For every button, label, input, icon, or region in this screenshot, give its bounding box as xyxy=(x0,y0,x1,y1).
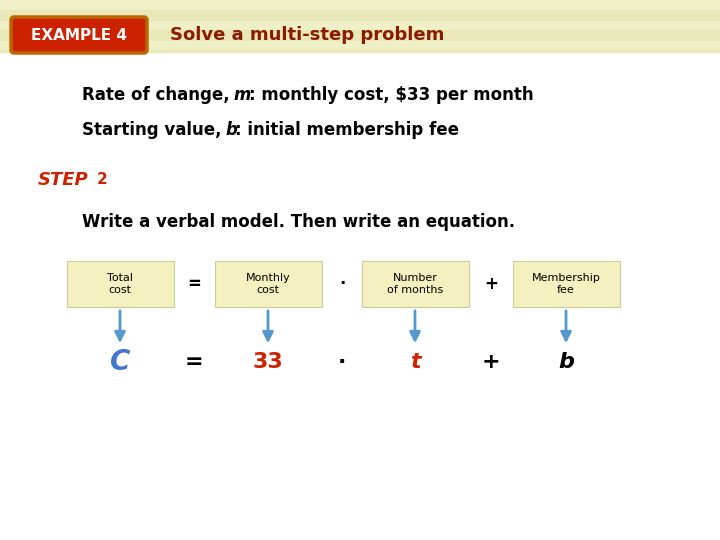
Bar xyxy=(0,410,720,420)
Text: ·: · xyxy=(339,275,345,293)
Text: Write a verbal model. Then write an equation.: Write a verbal model. Then write an equa… xyxy=(82,213,515,231)
Text: t: t xyxy=(410,352,420,372)
Bar xyxy=(0,390,720,400)
Bar xyxy=(0,10,720,20)
Bar xyxy=(0,490,720,500)
Bar xyxy=(0,270,720,280)
Bar xyxy=(0,50,720,60)
Bar xyxy=(0,150,720,160)
Bar xyxy=(0,230,720,240)
Text: 33: 33 xyxy=(253,352,284,372)
Text: : monthly cost, $33 per month: : monthly cost, $33 per month xyxy=(248,86,534,104)
Bar xyxy=(0,250,720,260)
Text: Total
cost: Total cost xyxy=(107,273,133,295)
Text: =: = xyxy=(185,352,203,372)
Text: EXAMPLE 4: EXAMPLE 4 xyxy=(31,28,127,43)
Text: STEP: STEP xyxy=(38,171,89,189)
Text: Rate of change,: Rate of change, xyxy=(82,86,235,104)
Text: Solve a multi-step problem: Solve a multi-step problem xyxy=(170,26,444,44)
Text: ·: · xyxy=(338,352,346,372)
Text: m: m xyxy=(233,86,251,104)
FancyBboxPatch shape xyxy=(513,261,619,307)
Bar xyxy=(0,30,720,40)
FancyBboxPatch shape xyxy=(66,261,174,307)
Bar xyxy=(0,430,720,440)
Text: b: b xyxy=(558,352,574,372)
Text: +: + xyxy=(484,275,498,293)
Bar xyxy=(0,130,720,140)
Bar xyxy=(0,450,720,460)
Bar xyxy=(0,290,720,300)
Bar xyxy=(0,310,720,320)
Text: +: + xyxy=(482,352,500,372)
Bar xyxy=(0,510,720,520)
Bar xyxy=(0,330,720,340)
Bar xyxy=(0,210,720,220)
Bar xyxy=(0,190,720,200)
Bar xyxy=(0,530,720,540)
FancyBboxPatch shape xyxy=(11,17,147,53)
Bar xyxy=(0,370,720,380)
Bar xyxy=(0,170,720,180)
FancyBboxPatch shape xyxy=(215,261,322,307)
Text: C: C xyxy=(110,348,130,376)
Bar xyxy=(0,70,720,80)
Bar xyxy=(0,470,720,480)
Text: 2: 2 xyxy=(97,172,108,187)
Text: : initial membership fee: : initial membership fee xyxy=(235,121,459,139)
Bar xyxy=(0,110,720,120)
Text: Number
of months: Number of months xyxy=(387,273,443,295)
Text: Starting value,: Starting value, xyxy=(82,121,228,139)
Bar xyxy=(0,90,720,100)
Text: Membership
fee: Membership fee xyxy=(531,273,600,295)
Text: Monthly
cost: Monthly cost xyxy=(246,273,290,295)
Text: b: b xyxy=(225,121,237,139)
Bar xyxy=(0,350,720,360)
Text: =: = xyxy=(187,275,201,293)
FancyBboxPatch shape xyxy=(0,52,720,540)
FancyBboxPatch shape xyxy=(361,261,469,307)
